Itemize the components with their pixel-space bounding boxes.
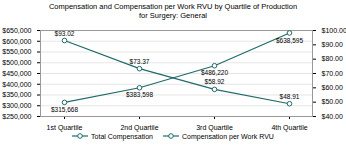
- html-text:Total Compensation: Total Compensation: [91, 132, 153, 140]
- svg-text:$383,598: $383,598: [126, 91, 153, 98]
- svg-text:$550,000: $550,000: [2, 48, 31, 55]
- svg-text:$500,000: $500,000: [2, 59, 31, 66]
- svg-text:$250,000: $250,000: [2, 113, 31, 120]
- svg-text:$350,000: $350,000: [2, 91, 31, 98]
- svg-text:$93.02: $93.02: [55, 30, 75, 37]
- svg-text:$638,595: $638,595: [276, 37, 303, 44]
- svg-text:$80.00: $80.00: [322, 55, 344, 62]
- svg-text:3rd Quartile: 3rd Quartile: [196, 124, 233, 132]
- svg-text:$50.00: $50.00: [322, 98, 344, 105]
- svg-text:$600,000: $600,000: [2, 37, 31, 44]
- svg-text:$650,000: $650,000: [2, 27, 31, 34]
- svg-text:$70.00: $70.00: [322, 70, 344, 77]
- svg-text:$486,220: $486,220: [201, 69, 228, 76]
- html-text:Compensation and Compensation: Compensation and Compensation per Work R…: [48, 2, 298, 20]
- svg-text:$100.00: $100.00: [322, 27, 346, 34]
- svg-text:$90.00: $90.00: [322, 41, 344, 48]
- svg-text:$48.91: $48.91: [280, 93, 300, 100]
- svg-text:4th Quartile: 4th Quartile: [271, 124, 307, 132]
- svg-text:$40.00: $40.00: [322, 113, 344, 120]
- svg-text:$315,668: $315,668: [51, 106, 78, 113]
- svg-text:$450,000: $450,000: [2, 70, 31, 77]
- svg-text:$60.00: $60.00: [322, 84, 344, 91]
- svg-text:$58.92: $58.92: [205, 78, 225, 85]
- svg-text:1st Quartile: 1st Quartile: [47, 124, 83, 132]
- svg-text:$73.37: $73.37: [130, 58, 150, 65]
- svg-text:$300,000: $300,000: [2, 102, 31, 109]
- svg-text:$400,000: $400,000: [2, 80, 31, 87]
- html-text:Compensation per Work RVU: Compensation per Work RVU: [182, 132, 274, 140]
- svg-text:2nd Quartile: 2nd Quartile: [120, 124, 158, 132]
